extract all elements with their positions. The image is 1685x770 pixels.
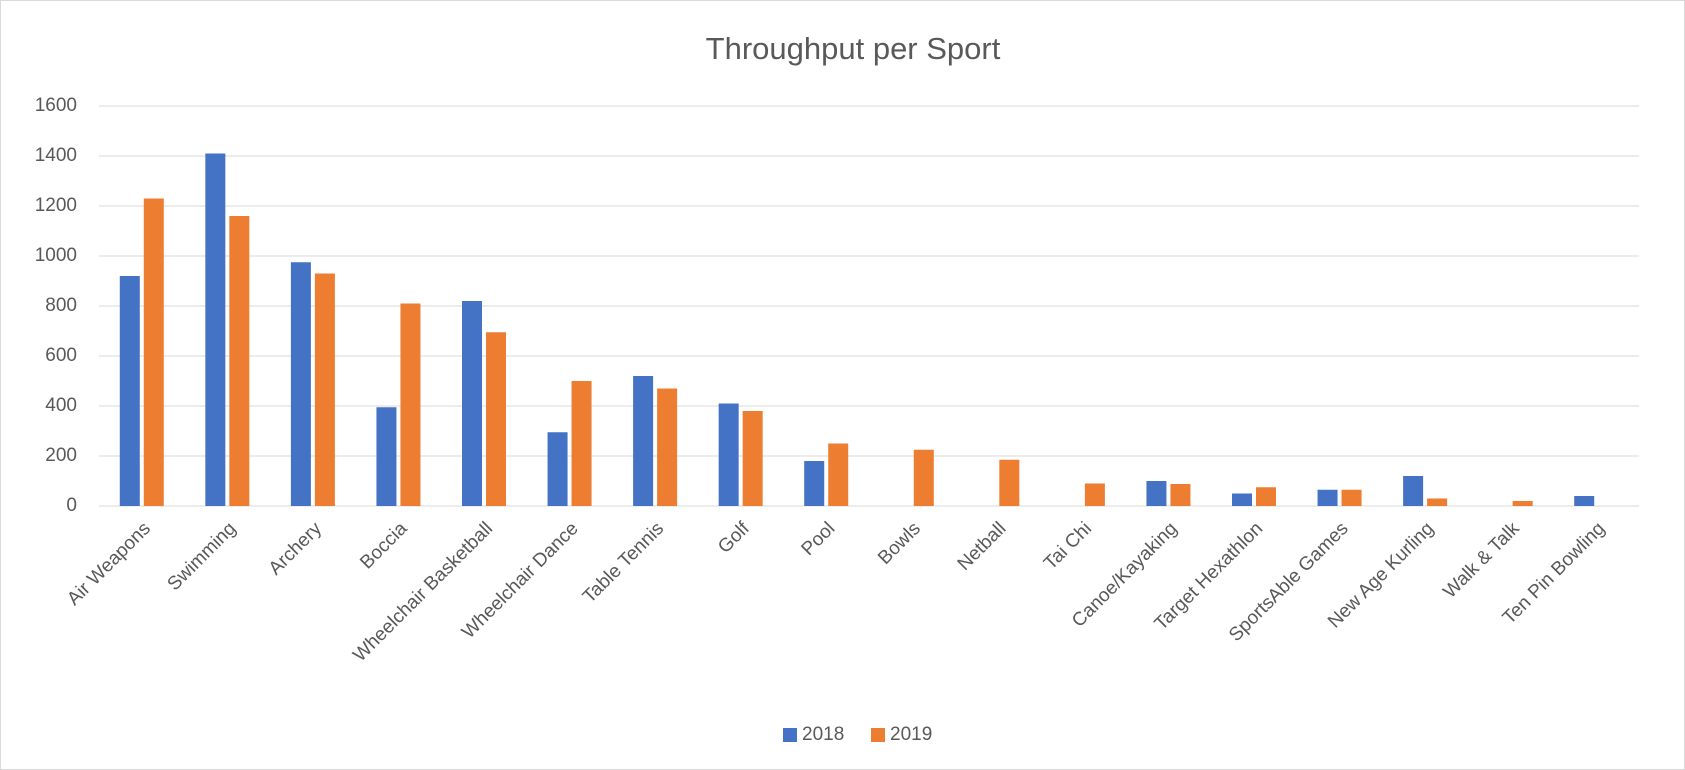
bar [1232,493,1252,506]
legend-label: 2018 [802,724,844,745]
chart-title: Throughput per Sport [706,31,1001,66]
bar [229,216,250,506]
bar [547,432,568,506]
bar [1084,483,1105,506]
bar [1256,487,1276,506]
bar [999,459,1020,506]
bar [633,376,654,506]
y-tick-label: 1200 [35,195,77,216]
bar [828,443,849,506]
y-tick-label: 400 [45,395,77,416]
bar [1427,498,1448,506]
bar [657,388,678,506]
bar [1170,484,1191,506]
y-tick-label: 800 [45,295,77,316]
bar [290,262,311,506]
legend-swatch [783,728,797,742]
bar [742,411,763,506]
bar [913,449,934,506]
y-tick-label: 1000 [35,245,77,266]
bar [462,301,482,506]
bar [804,461,825,506]
bar [1146,481,1167,506]
bar [1341,489,1362,506]
bar [1574,496,1595,506]
y-tick-label: 600 [45,345,77,366]
bar [376,407,397,506]
bar [571,381,592,506]
y-tick-label: 1600 [35,95,77,116]
legend-swatch [871,728,885,742]
bar [400,303,421,506]
bar [1512,501,1533,506]
y-tick-label: 1400 [35,145,77,166]
bar [1403,476,1424,506]
bar [718,403,739,506]
y-tick-label: 0 [66,495,77,516]
bar [1317,489,1338,506]
bar [119,276,140,506]
legend-label: 2019 [890,724,932,745]
bar [314,273,335,506]
bar [205,153,226,506]
bar [486,332,506,506]
y-tick-label: 200 [45,445,77,466]
bar [143,198,164,506]
